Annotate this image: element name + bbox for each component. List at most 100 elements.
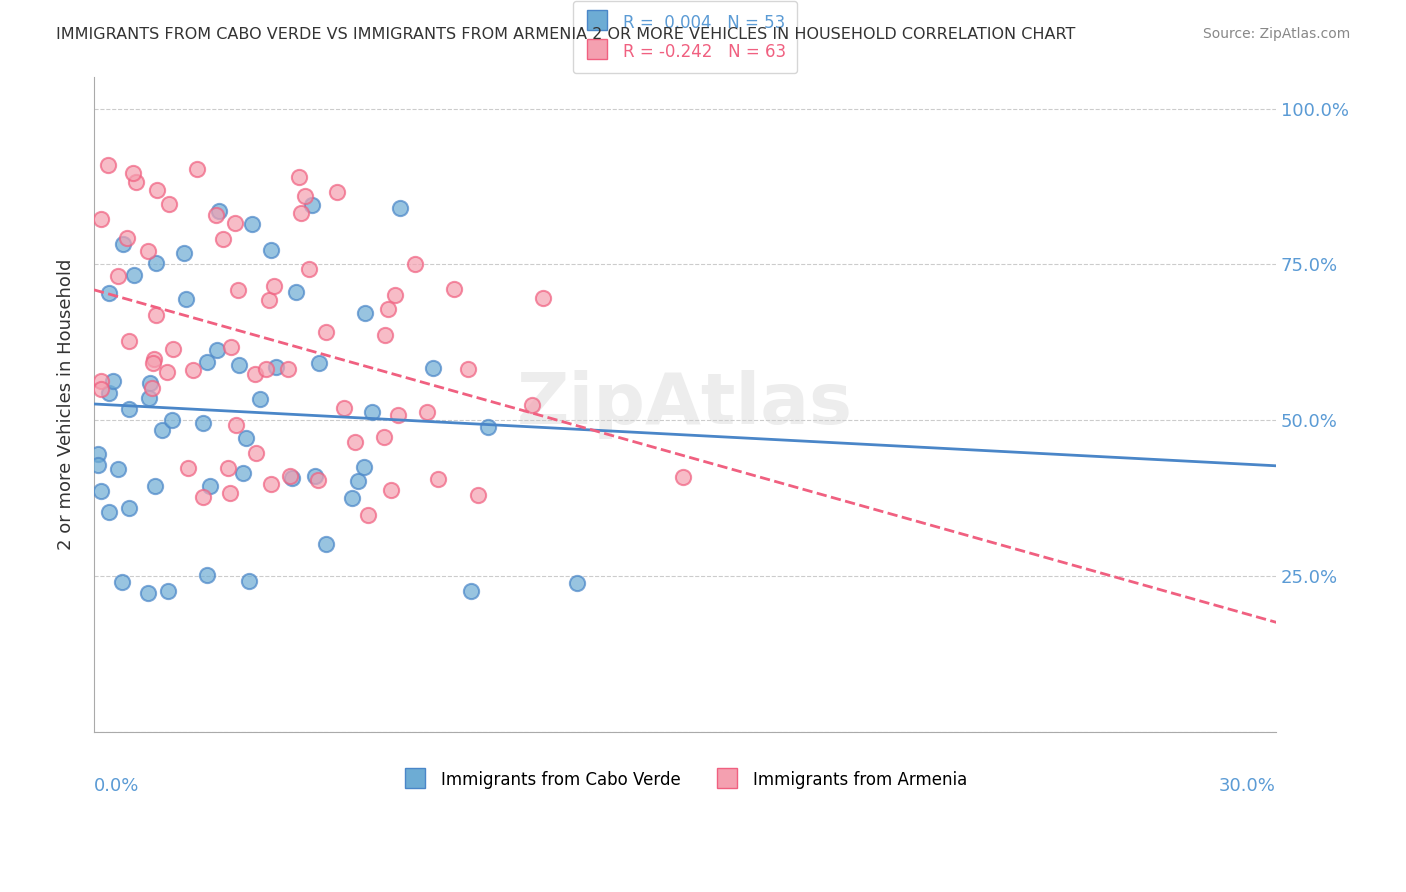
Point: [460, 584, 482, 599]
Point: [520, 397, 543, 411]
Point: [304, 469, 326, 483]
Point: [325, 185, 347, 199]
Point: [87, 447, 110, 461]
Point: [427, 472, 450, 486]
Point: [361, 404, 384, 418]
Point: [298, 262, 321, 277]
Point: [422, 361, 444, 376]
Point: [118, 401, 141, 416]
Point: [243, 368, 266, 382]
Point: [125, 175, 148, 189]
Point: [235, 431, 257, 445]
Point: [457, 362, 479, 376]
Point: [174, 292, 197, 306]
Point: [347, 474, 370, 488]
Text: ZipAtlas: ZipAtlas: [517, 370, 853, 439]
Point: [387, 408, 409, 422]
Text: Source: ZipAtlas.com: Source: ZipAtlas.com: [1202, 27, 1350, 41]
Point: [315, 325, 337, 339]
Point: [290, 206, 312, 220]
Point: [332, 401, 354, 416]
Point: [280, 471, 302, 485]
Point: [97, 158, 120, 172]
Point: [353, 459, 375, 474]
Point: [315, 537, 337, 551]
Point: [111, 574, 134, 589]
Point: [98, 286, 121, 301]
Point: [145, 256, 167, 270]
Point: [344, 434, 367, 449]
Point: [226, 283, 249, 297]
Point: [87, 458, 110, 473]
Point: [384, 288, 406, 302]
Point: [389, 201, 412, 215]
Point: [118, 500, 141, 515]
Point: [264, 360, 287, 375]
Point: [101, 374, 124, 388]
Point: [477, 420, 499, 434]
Point: [107, 462, 129, 476]
Point: [90, 484, 112, 499]
Point: [232, 466, 254, 480]
Point: [150, 423, 173, 437]
Point: [139, 376, 162, 390]
Point: [143, 479, 166, 493]
Point: [159, 197, 181, 211]
Point: [145, 183, 167, 197]
Point: [257, 293, 280, 307]
Point: [198, 478, 221, 492]
Y-axis label: 2 or more Vehicles in Household: 2 or more Vehicles in Household: [58, 259, 75, 550]
Point: [118, 334, 141, 348]
Text: 30.0%: 30.0%: [1219, 777, 1277, 796]
Point: [238, 574, 260, 588]
Point: [136, 244, 159, 259]
Point: [228, 358, 250, 372]
Point: [443, 281, 465, 295]
Point: [204, 208, 226, 222]
Point: [217, 460, 239, 475]
Point: [195, 355, 218, 369]
Point: [112, 236, 135, 251]
Point: [156, 365, 179, 379]
Point: [531, 291, 554, 305]
Point: [193, 490, 215, 504]
Point: [307, 473, 329, 487]
Point: [373, 430, 395, 444]
Point: [277, 362, 299, 376]
Point: [117, 231, 139, 245]
Point: [404, 256, 426, 270]
Point: [141, 381, 163, 395]
Point: [340, 491, 363, 506]
Point: [308, 356, 330, 370]
Point: [162, 413, 184, 427]
Legend: Immigrants from Cabo Verde, Immigrants from Armenia: Immigrants from Cabo Verde, Immigrants f…: [391, 758, 979, 802]
Point: [156, 584, 179, 599]
Point: [181, 363, 204, 377]
Point: [138, 392, 160, 406]
Point: [205, 343, 228, 357]
Point: [672, 469, 695, 483]
Point: [191, 416, 214, 430]
Point: [143, 351, 166, 366]
Point: [225, 417, 247, 432]
Point: [288, 169, 311, 184]
Point: [354, 306, 377, 320]
Text: IMMIGRANTS FROM CABO VERDE VS IMMIGRANTS FROM ARMENIA 2 OR MORE VEHICLES IN HOUS: IMMIGRANTS FROM CABO VERDE VS IMMIGRANTS…: [56, 27, 1076, 42]
Point: [260, 476, 283, 491]
Point: [121, 166, 143, 180]
Point: [263, 279, 285, 293]
Point: [107, 268, 129, 283]
Point: [301, 198, 323, 212]
Point: [380, 483, 402, 497]
Point: [186, 162, 208, 177]
Point: [208, 204, 231, 219]
Point: [162, 343, 184, 357]
Point: [212, 232, 235, 246]
Point: [357, 508, 380, 522]
Point: [122, 268, 145, 282]
Point: [90, 211, 112, 226]
Point: [97, 505, 120, 519]
Point: [294, 188, 316, 202]
Point: [374, 328, 396, 343]
Point: [416, 405, 439, 419]
